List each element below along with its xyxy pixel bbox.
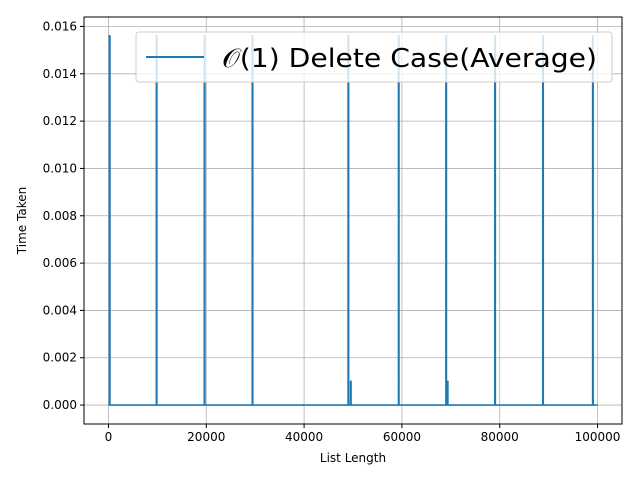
legend-entry-label: 𝒪(1) Delete Case(Average) [222, 44, 597, 74]
x-tick-label: 60000 [383, 430, 421, 444]
series-layer [108, 35, 598, 406]
y-tick-label: 0.002 [43, 351, 77, 365]
x-tick-label: 80000 [481, 430, 519, 444]
legend: 𝒪(1) Delete Case(Average) [135, 31, 613, 83]
x-tick-label: 100000 [575, 430, 621, 444]
x-tick-label: 20000 [187, 430, 225, 444]
y-tick-label: 0.016 [43, 19, 77, 33]
series-line [108, 35, 598, 406]
y-axis-label: Time Taken [15, 187, 29, 255]
y-tick-label: 0.008 [43, 209, 77, 223]
x-axis-label: List Length [320, 451, 386, 465]
y-tick-label: 0.000 [43, 398, 77, 412]
axis-ticks: 0 20000 40000 60000 80000 100000 0.000 0.002 0.0… [43, 19, 621, 444]
y-tick-label: 0.014 [43, 67, 77, 81]
legend-box [135, 31, 613, 83]
y-tick-label: 0.012 [43, 114, 77, 128]
x-tick-label: 40000 [285, 430, 323, 444]
x-tick-label: 0 [105, 430, 113, 444]
y-tick-label: 0.010 [43, 161, 77, 175]
y-tick-label: 0.006 [43, 256, 77, 270]
y-tick-label: 0.004 [43, 303, 77, 317]
plot-area-frame [83, 16, 623, 425]
